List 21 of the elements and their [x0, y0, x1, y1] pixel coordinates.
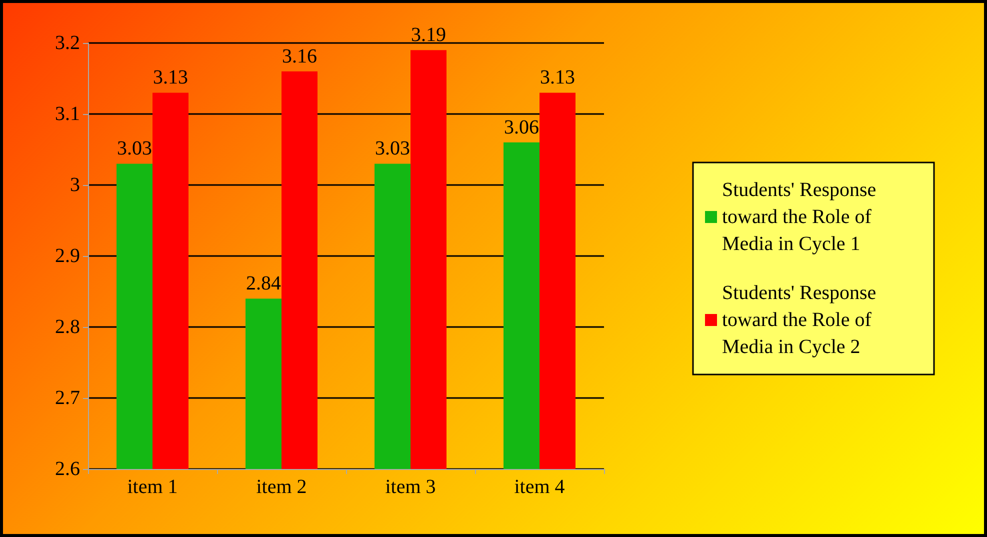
- x-tick-label: item 1: [127, 476, 178, 498]
- x-tick-label: item 4: [514, 476, 565, 498]
- data-label: 2.84: [246, 272, 281, 295]
- data-label: 3.03: [375, 138, 410, 160]
- legend-label: Students' Response toward the Role of Media in Cycle 1: [722, 179, 882, 255]
- y-tick-label: 2.7: [55, 387, 80, 409]
- x-tick-label: item 2: [256, 476, 307, 498]
- data-label: 3.13: [540, 66, 575, 89]
- data-label: 3.06: [504, 116, 539, 138]
- y-tick-label: 2.8: [55, 316, 80, 338]
- legend-label: Students' Response toward the Role of Media in Cycle 2: [722, 282, 882, 358]
- y-tick-label: 2.9: [55, 245, 80, 267]
- data-label: 3.13: [153, 66, 188, 89]
- y-tick-label: 3.1: [55, 103, 80, 125]
- data-label: 3.19: [411, 24, 446, 46]
- y-tick-label: 3.2: [55, 32, 80, 54]
- x-tick-label: item 3: [385, 476, 436, 498]
- y-tick-label: 2.6: [55, 458, 80, 480]
- y-tick-label: 3: [70, 174, 80, 196]
- data-label: 3.16: [282, 45, 317, 68]
- data-label: 3.03: [117, 138, 152, 160]
